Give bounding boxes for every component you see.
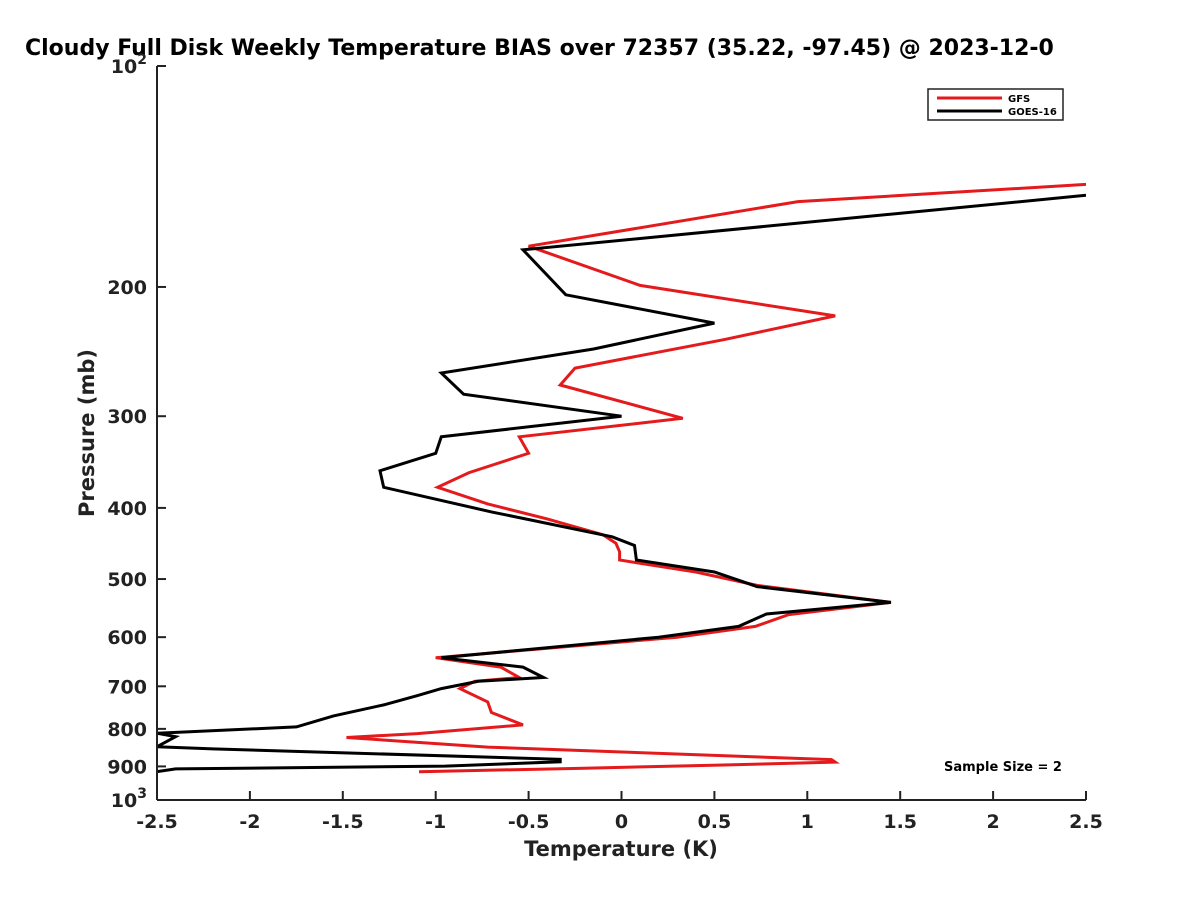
chart-title: Cloudy Full Disk Weekly Temperature BIAS… bbox=[25, 36, 1054, 61]
series-line-goes-16 bbox=[157, 193, 1086, 774]
x-axis-label: Temperature (K) bbox=[524, 837, 718, 861]
legend-label: GOES-16 bbox=[1008, 107, 1057, 118]
y-tick-label: 300 bbox=[107, 406, 147, 428]
y-axis-label: Pressure (mb) bbox=[75, 349, 99, 517]
x-tick-label: -0.5 bbox=[508, 811, 550, 833]
x-tick-label: 0 bbox=[615, 811, 628, 833]
legend-label: GFS bbox=[1008, 94, 1030, 105]
x-tick-label: -2 bbox=[239, 811, 260, 833]
y-tick-label: 200 bbox=[107, 277, 147, 299]
y-tick-label: 102 bbox=[111, 52, 147, 78]
x-tick-label: 0.5 bbox=[698, 811, 732, 833]
x-tick-label: -1 bbox=[425, 811, 446, 833]
x-tick-label: 2 bbox=[986, 811, 999, 833]
legend: GFS GOES-16 bbox=[927, 88, 1064, 121]
y-tick-label: 800 bbox=[107, 719, 147, 741]
x-tick-label: 2.5 bbox=[1069, 811, 1103, 833]
series-line-gfs bbox=[346, 182, 1086, 774]
x-tick-label: -2.5 bbox=[136, 811, 178, 833]
axes-layer: -2.5 -2 -1.5 -1 -0.5 0 0.5 1 1.5 2 2.5 102 200 300 400… bbox=[107, 52, 1103, 833]
y-tick-label: 600 bbox=[107, 627, 147, 649]
y-tick-label: 900 bbox=[107, 756, 147, 778]
legend-box bbox=[927, 88, 1064, 121]
x-tick-label: 1.5 bbox=[883, 811, 917, 833]
x-tick-label: 1 bbox=[801, 811, 814, 833]
y-tick-label: 500 bbox=[107, 569, 147, 591]
y-tick-label: 400 bbox=[107, 498, 147, 520]
series-layer bbox=[157, 182, 1086, 774]
sample-size-annotation: Sample Size = 2 bbox=[944, 760, 1062, 775]
x-tick-label: -1.5 bbox=[322, 811, 364, 833]
y-tick-label: 700 bbox=[107, 676, 147, 698]
y-tick-label: 103 bbox=[111, 786, 147, 812]
